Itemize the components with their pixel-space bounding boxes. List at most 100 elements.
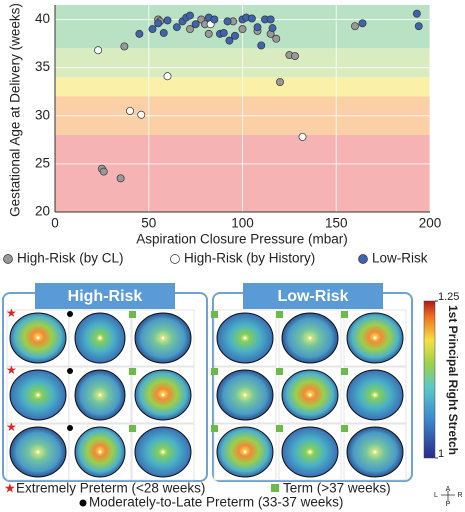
heatmap-center — [308, 450, 312, 454]
heatmap-center — [36, 393, 40, 397]
y-tick-label: 35 — [35, 59, 50, 74]
point — [238, 25, 247, 34]
square-icon — [211, 425, 218, 432]
heatmap-center — [373, 450, 377, 454]
point — [291, 52, 299, 60]
point — [159, 28, 168, 37]
low-risk-tab — [243, 283, 383, 309]
dot-icon — [67, 368, 73, 374]
point — [298, 132, 307, 141]
dot-icon — [79, 499, 87, 507]
legend-text: Moderately-to-Late Preterm (33-37 weeks) — [89, 495, 343, 510]
point — [268, 24, 277, 33]
square-icon — [276, 425, 283, 432]
point — [358, 19, 367, 28]
heatmap-grid: ★ ★ ★ — [6, 306, 407, 481]
point — [99, 167, 108, 176]
orientation-cross — [441, 491, 455, 501]
y-axis-label: Gestational Age at Delivery (weeks) — [8, 3, 23, 217]
square-icon — [211, 311, 218, 318]
square-icon — [276, 311, 283, 318]
point — [351, 22, 359, 31]
point — [210, 15, 219, 24]
legend-marker — [3, 254, 13, 264]
legend-label: Low-Risk — [372, 251, 428, 266]
square-icon — [129, 311, 136, 318]
point — [219, 28, 228, 37]
y-tick-label: 20 — [35, 204, 50, 219]
legend-label: High-Risk (by CL) — [17, 251, 124, 266]
point — [266, 15, 275, 24]
heatmap-center — [243, 450, 247, 454]
point — [154, 19, 163, 28]
point — [247, 14, 256, 23]
point — [272, 34, 281, 43]
star-icon: ★ — [4, 480, 16, 495]
plot-area: 0 50 100 150 200 20 25 30 35 40 — [35, 5, 441, 231]
point — [137, 110, 146, 119]
x-tick-label: 150 — [325, 216, 348, 231]
square-icon — [341, 368, 348, 375]
heatmap-center — [98, 336, 102, 340]
point — [412, 9, 421, 18]
heatmap-center — [36, 336, 40, 340]
legend-label: High-Risk (by History) — [184, 251, 315, 266]
point — [223, 17, 232, 26]
heatmap-center — [373, 393, 377, 397]
point — [414, 22, 423, 31]
point — [204, 29, 213, 38]
high-risk-tab — [35, 283, 175, 309]
point — [186, 25, 194, 34]
colorbar-label: 1st Principal Right Stretch — [446, 305, 460, 455]
legend-text: Term (>37 weeks) — [283, 481, 391, 496]
point — [116, 174, 125, 183]
colorbar-tick-label: 1.25 — [438, 291, 459, 303]
square-icon — [341, 311, 348, 318]
square-icon — [341, 425, 348, 432]
heatmap-center — [98, 450, 102, 454]
star-icon: ★ — [6, 420, 17, 434]
legend-marker — [170, 254, 180, 264]
point — [94, 46, 103, 55]
colorbar — [423, 300, 436, 459]
colorbar-axis: 11.25 — [435, 291, 459, 460]
x-tick-label: 100 — [231, 216, 254, 231]
point — [186, 11, 194, 20]
y-tick-label: 25 — [35, 155, 50, 170]
x-tick-label: 200 — [419, 216, 442, 231]
square-icon — [276, 368, 283, 375]
heatmap-center — [243, 336, 247, 340]
heatmap-center — [308, 336, 312, 340]
heatmap-center — [36, 450, 40, 454]
square-icon — [211, 368, 218, 375]
point — [225, 36, 234, 45]
y-tick-label: 30 — [35, 107, 50, 122]
legend-text: Extremely Preterm (<28 weeks) — [16, 481, 205, 496]
point — [126, 106, 134, 115]
heatmap-center — [243, 393, 247, 397]
point — [276, 78, 284, 86]
star-icon: ★ — [6, 363, 17, 377]
point — [135, 29, 144, 38]
square-icon — [129, 368, 136, 375]
orientation-label: L — [434, 492, 438, 499]
panel-title: Low-Risk — [277, 288, 348, 305]
square-icon — [129, 425, 136, 432]
square-icon — [271, 484, 279, 492]
colorbar-tick-label: 1 — [438, 448, 444, 460]
point — [172, 23, 181, 32]
x-tick-label: 50 — [141, 216, 156, 231]
point — [253, 23, 262, 32]
point — [163, 72, 172, 81]
x-axis-label: Aspiration Closure Pressure (mbar) — [136, 232, 348, 247]
point — [120, 42, 129, 51]
heatmap-center — [161, 393, 165, 397]
dot-icon — [67, 425, 73, 431]
point — [163, 16, 172, 25]
dot-icon — [67, 311, 73, 317]
x-tick-label: 0 — [51, 216, 59, 231]
point — [231, 31, 239, 40]
y-tick-label: 40 — [35, 11, 50, 26]
star-icon: ★ — [6, 306, 17, 320]
orientation-label: A — [446, 486, 451, 493]
